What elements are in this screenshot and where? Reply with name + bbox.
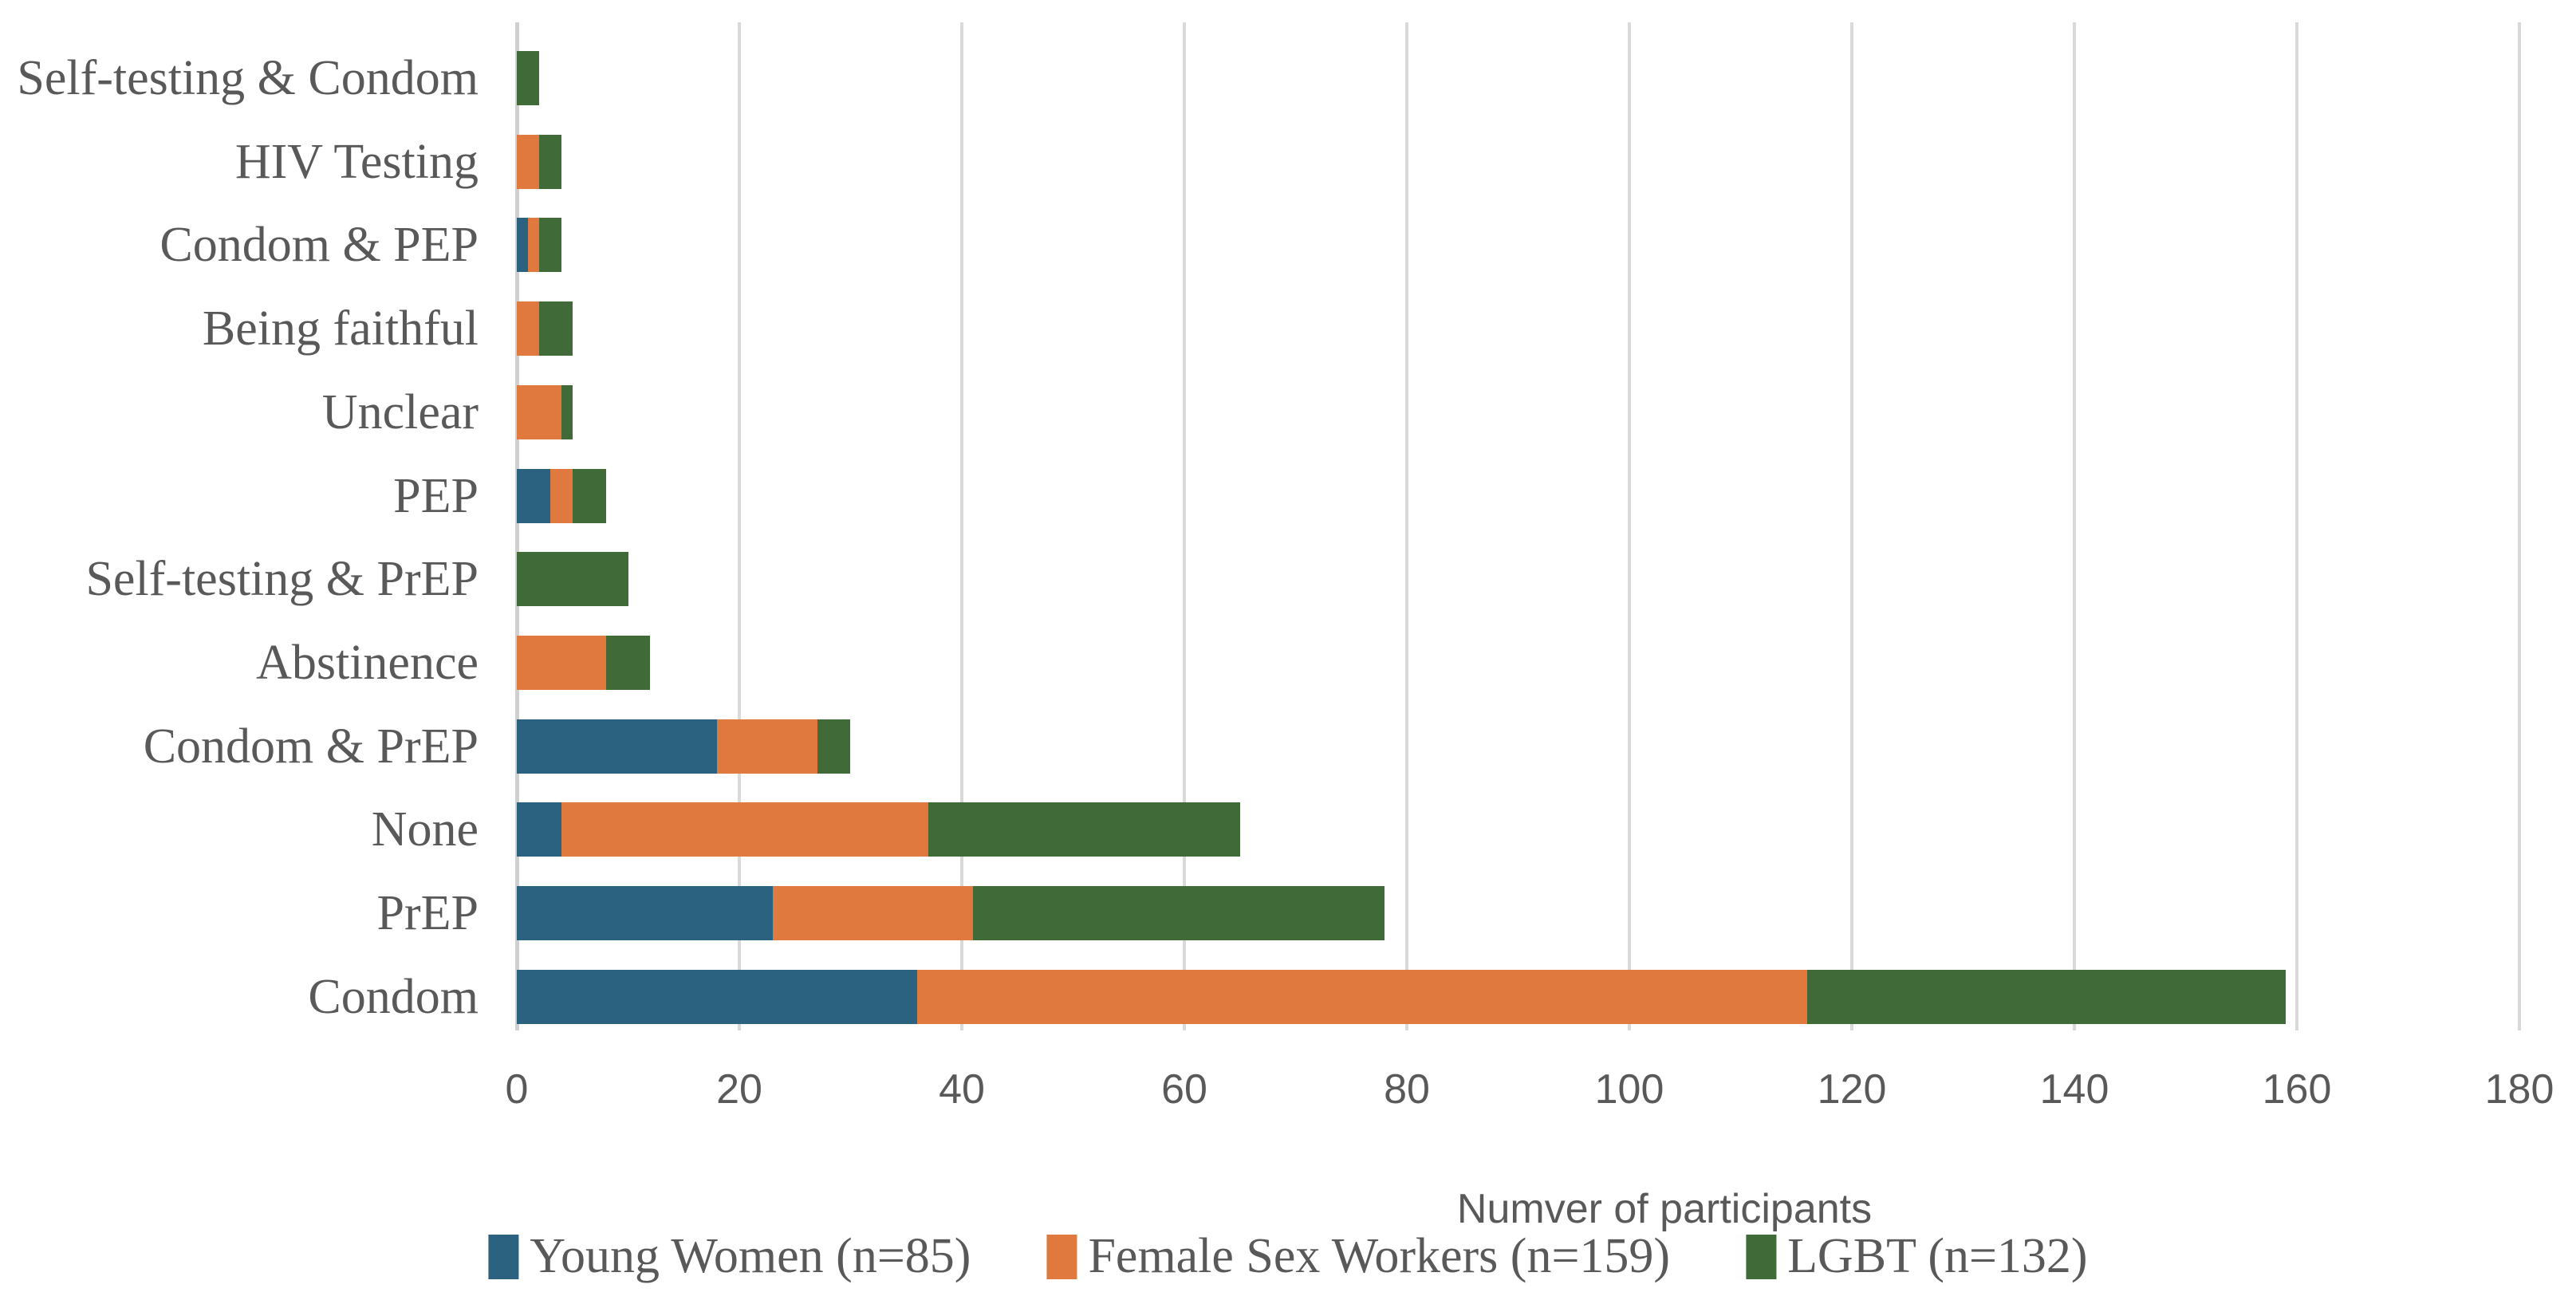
bar-row: [517, 468, 606, 523]
bar-row: [517, 218, 561, 273]
legend-label-female-sex-workers: Female Sex Workers (n=159): [1088, 1229, 1671, 1283]
bar-row: [517, 552, 628, 607]
category-label: HIV Testing: [234, 134, 479, 189]
gridline: [1183, 22, 1186, 1030]
bar-segment: [538, 218, 561, 273]
category-label: Self-testing & PrEP: [85, 552, 479, 607]
bar-row: [517, 384, 573, 439]
gridline: [738, 22, 741, 1030]
legend-item-female-sex-workers: Female Sex Workers (n=159): [1046, 1228, 1670, 1285]
bar-row: [517, 301, 573, 357]
gridline: [960, 22, 963, 1030]
gridline: [2518, 22, 2521, 1030]
bar-segment: [928, 802, 1240, 857]
category-label: Condom & PrEP: [143, 719, 479, 774]
category-label: Condom & PEP: [160, 218, 479, 273]
bar-segment: [917, 969, 1808, 1024]
legend-swatch-female-sex-workers: [1046, 1234, 1077, 1279]
bar-segment: [517, 636, 606, 691]
x-axis-title: Numver of participants: [1456, 1186, 1873, 1232]
bar-segment: [517, 802, 561, 857]
bar-segment: [517, 218, 528, 273]
legend-swatch-lgbt: [1746, 1234, 1777, 1279]
legend: Young Women (n=85) Female Sex Workers (n…: [488, 1228, 2088, 1285]
bar-segment: [717, 719, 817, 774]
bar-row: [517, 51, 539, 105]
gridline: [1405, 22, 1408, 1030]
x-tick-label: 100: [1594, 1066, 1664, 1113]
gridline: [1628, 22, 1631, 1030]
category-label: PEP: [393, 468, 479, 523]
gridline: [1850, 22, 1853, 1030]
legend-swatch-young-women: [488, 1234, 519, 1279]
category-label: Unclear: [321, 384, 479, 439]
legend-label-lgbt: LGBT (n=132): [1787, 1229, 2088, 1283]
bar-segment: [517, 384, 561, 439]
category-label: Condom: [308, 969, 479, 1024]
bar-segment: [517, 886, 773, 941]
bar-segment: [817, 719, 851, 774]
bar-segment: [517, 719, 718, 774]
bar-segment: [517, 51, 539, 105]
x-tick-label: 0: [505, 1066, 529, 1113]
bar-row: [517, 886, 1385, 941]
gridline: [2295, 22, 2298, 1030]
bar-segment: [517, 552, 628, 607]
bar-segment: [972, 886, 1385, 941]
bar-segment: [1807, 969, 2286, 1024]
x-tick-label: 180: [2484, 1066, 2554, 1113]
bar-segment: [772, 886, 973, 941]
bar-segment: [572, 468, 606, 523]
category-label: Abstinence: [256, 636, 479, 691]
bar-segment: [549, 468, 573, 523]
bar-segment: [517, 468, 550, 523]
bar-segment: [538, 134, 561, 189]
bar-row: [517, 802, 1240, 857]
bar-segment: [527, 218, 539, 273]
x-tick-label: 80: [1384, 1066, 1430, 1113]
x-tick-label: 40: [939, 1066, 985, 1113]
bar-row: [517, 636, 651, 691]
x-tick-label: 160: [2262, 1066, 2332, 1113]
bar-segment: [517, 134, 539, 189]
x-tick-label: 120: [1817, 1066, 1887, 1113]
category-label: Self-testing & Condom: [17, 51, 479, 105]
bar-segment: [538, 301, 573, 357]
x-tick-label: 20: [716, 1066, 762, 1113]
bar-segment: [561, 384, 573, 439]
bar-segment: [605, 636, 651, 691]
bar-row: [517, 969, 2286, 1024]
legend-label-young-women: Young Women (n=85): [530, 1229, 971, 1283]
gridline: [2073, 22, 2076, 1030]
category-label: PrEP: [376, 886, 479, 941]
x-tick-label: 60: [1161, 1066, 1207, 1113]
legend-item-young-women: Young Women (n=85): [488, 1228, 971, 1285]
bar-segment: [517, 969, 918, 1024]
category-label: None: [371, 802, 479, 857]
bar-row: [517, 719, 851, 774]
bar-segment: [517, 301, 539, 357]
x-tick-label: 140: [2039, 1066, 2109, 1113]
y-axis-line: [515, 22, 519, 1030]
category-label: Being faithful: [202, 301, 479, 357]
legend-item-lgbt: LGBT (n=132): [1746, 1228, 2088, 1285]
bar-row: [517, 134, 561, 189]
bar-segment: [561, 802, 929, 857]
